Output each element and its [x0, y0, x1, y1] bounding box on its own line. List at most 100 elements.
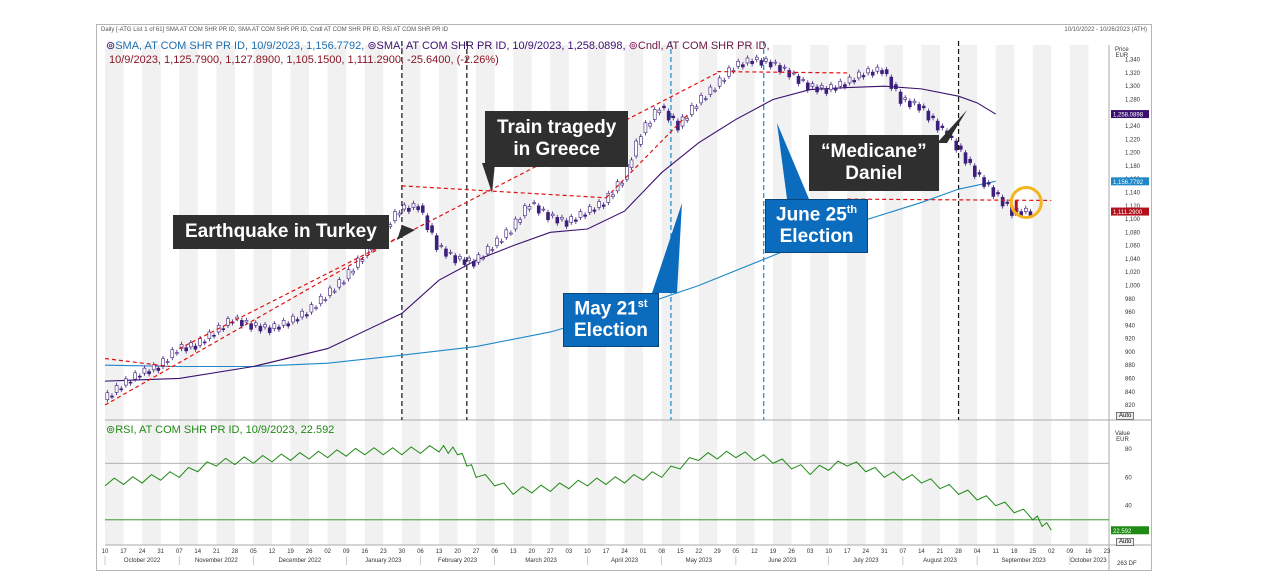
- month-label: October 2023: [1070, 558, 1107, 564]
- candle-body: [337, 279, 342, 288]
- x-tick-label: 01: [640, 549, 647, 555]
- candle-body: [490, 249, 495, 251]
- callout-earthquake: Earthquake in Turkey: [173, 215, 389, 249]
- value-tag-label: 1,111.2900: [1113, 210, 1143, 216]
- candle-body: [448, 251, 453, 254]
- price-tick-label: 840: [1125, 390, 1136, 396]
- week-band: [1069, 45, 1089, 545]
- candle-body: [968, 158, 972, 163]
- rsi-line: [104, 444, 1052, 531]
- price-tick-label: 980: [1125, 297, 1136, 303]
- candle-body: [430, 225, 434, 233]
- candle-body: [523, 205, 527, 217]
- callout-may-election: May 21st Election: [563, 293, 659, 348]
- month-label: March 2023: [525, 558, 557, 564]
- price-tick-label: 1,060: [1125, 244, 1141, 250]
- candle-body: [277, 326, 281, 330]
- candle-body: [963, 152, 968, 164]
- value-tag-box: [1111, 207, 1149, 216]
- candle-body: [824, 88, 829, 94]
- candle-body: [996, 192, 1000, 195]
- candle-body: [741, 64, 745, 68]
- price-auto-button[interactable]: Auto: [1116, 412, 1135, 420]
- x-tick-label: 12: [269, 549, 276, 555]
- price-tick-label: 820: [1125, 403, 1136, 409]
- rsi-auto-button[interactable]: Auto: [1116, 538, 1135, 546]
- candle-body: [666, 110, 671, 121]
- candle-body: [309, 304, 314, 313]
- candle-body: [690, 105, 694, 115]
- candle-body: [416, 206, 420, 211]
- callout-train-tragedy: Train tragedy in Greece: [485, 111, 629, 167]
- x-tick-label: 06: [491, 549, 498, 555]
- candle-body: [940, 125, 945, 129]
- price-axis-caption: Price EUR: [1115, 47, 1129, 59]
- legend-line-2: 10/9/2023, 1,125.7900, 1,127.8900, 1,105…: [109, 54, 499, 66]
- rsi-tick-label: 80: [1125, 447, 1132, 453]
- month-label: December 2022: [278, 558, 321, 564]
- candle-body: [736, 61, 741, 67]
- week-band: [958, 45, 978, 545]
- x-tick-label: 20: [454, 549, 461, 555]
- x-tick-label: 05: [733, 549, 740, 555]
- x-tick-label: 28: [955, 549, 962, 555]
- candle-body: [815, 86, 819, 93]
- candle-body: [750, 61, 754, 64]
- candle-body: [805, 82, 810, 91]
- candle-body: [193, 345, 198, 350]
- week-band: [253, 45, 272, 545]
- x-tick-label: 24: [862, 549, 869, 555]
- train-pointer: [482, 163, 495, 193]
- value-tag-label: 1,258.0898: [1113, 113, 1144, 119]
- candle-body: [212, 334, 216, 337]
- candle-body: [110, 395, 114, 398]
- price-tick-label: 1,220: [1125, 137, 1141, 143]
- value-tag-label: 1,156.7792: [1113, 180, 1144, 186]
- candle-last: [1014, 200, 1018, 216]
- x-tick-label: 15: [677, 549, 684, 555]
- x-tick-label: 26: [788, 549, 795, 555]
- candle-body: [402, 204, 407, 210]
- price-tick-label: 1,200: [1125, 151, 1141, 157]
- candle-body: [597, 201, 601, 208]
- candle-body: [986, 182, 991, 185]
- legend-rsi: RSI, AT COM SHR PR ID, 10/9/2023, 22.592: [115, 424, 335, 436]
- candle-body: [253, 322, 258, 326]
- candle-body: [207, 331, 212, 339]
- candle-body: [240, 320, 244, 327]
- x-tick-label: 18: [1011, 549, 1018, 555]
- candle-body: [328, 287, 332, 296]
- candle-body: [397, 212, 402, 216]
- x-tick-label: 24: [139, 549, 146, 555]
- x-tick-label: 17: [603, 549, 610, 555]
- x-tick-label: 06: [417, 549, 424, 555]
- candle-body: [782, 66, 787, 69]
- candle-body: [861, 75, 866, 78]
- legend-cndl-dot: ⊚: [628, 40, 638, 52]
- candle-body: [471, 261, 476, 267]
- candle-body: [550, 213, 555, 217]
- candle-body: [638, 136, 643, 145]
- price-tick-label: 920: [1125, 337, 1136, 343]
- candle-body: [972, 165, 977, 177]
- x-tick-label: 27: [473, 549, 480, 555]
- candle-body: [921, 105, 926, 109]
- week-band: [995, 45, 1015, 545]
- trendline: [104, 357, 171, 368]
- candle-body: [536, 205, 541, 214]
- month-label: July 2023: [853, 558, 879, 564]
- month-label: June 2023: [768, 558, 797, 564]
- candle-body: [244, 320, 249, 323]
- week-band: [698, 45, 718, 545]
- trendline: [605, 112, 690, 199]
- candle-body: [263, 324, 267, 328]
- candle-body: [889, 76, 894, 89]
- candle-body: [935, 120, 940, 131]
- candle-body: [1000, 196, 1005, 207]
- callout-june-date: June 25: [776, 204, 847, 226]
- x-tick-label: 13: [510, 549, 517, 555]
- candle-body: [745, 57, 750, 64]
- price-tick-label: 940: [1125, 323, 1136, 329]
- candle-body: [360, 259, 365, 262]
- candle-body: [258, 325, 263, 332]
